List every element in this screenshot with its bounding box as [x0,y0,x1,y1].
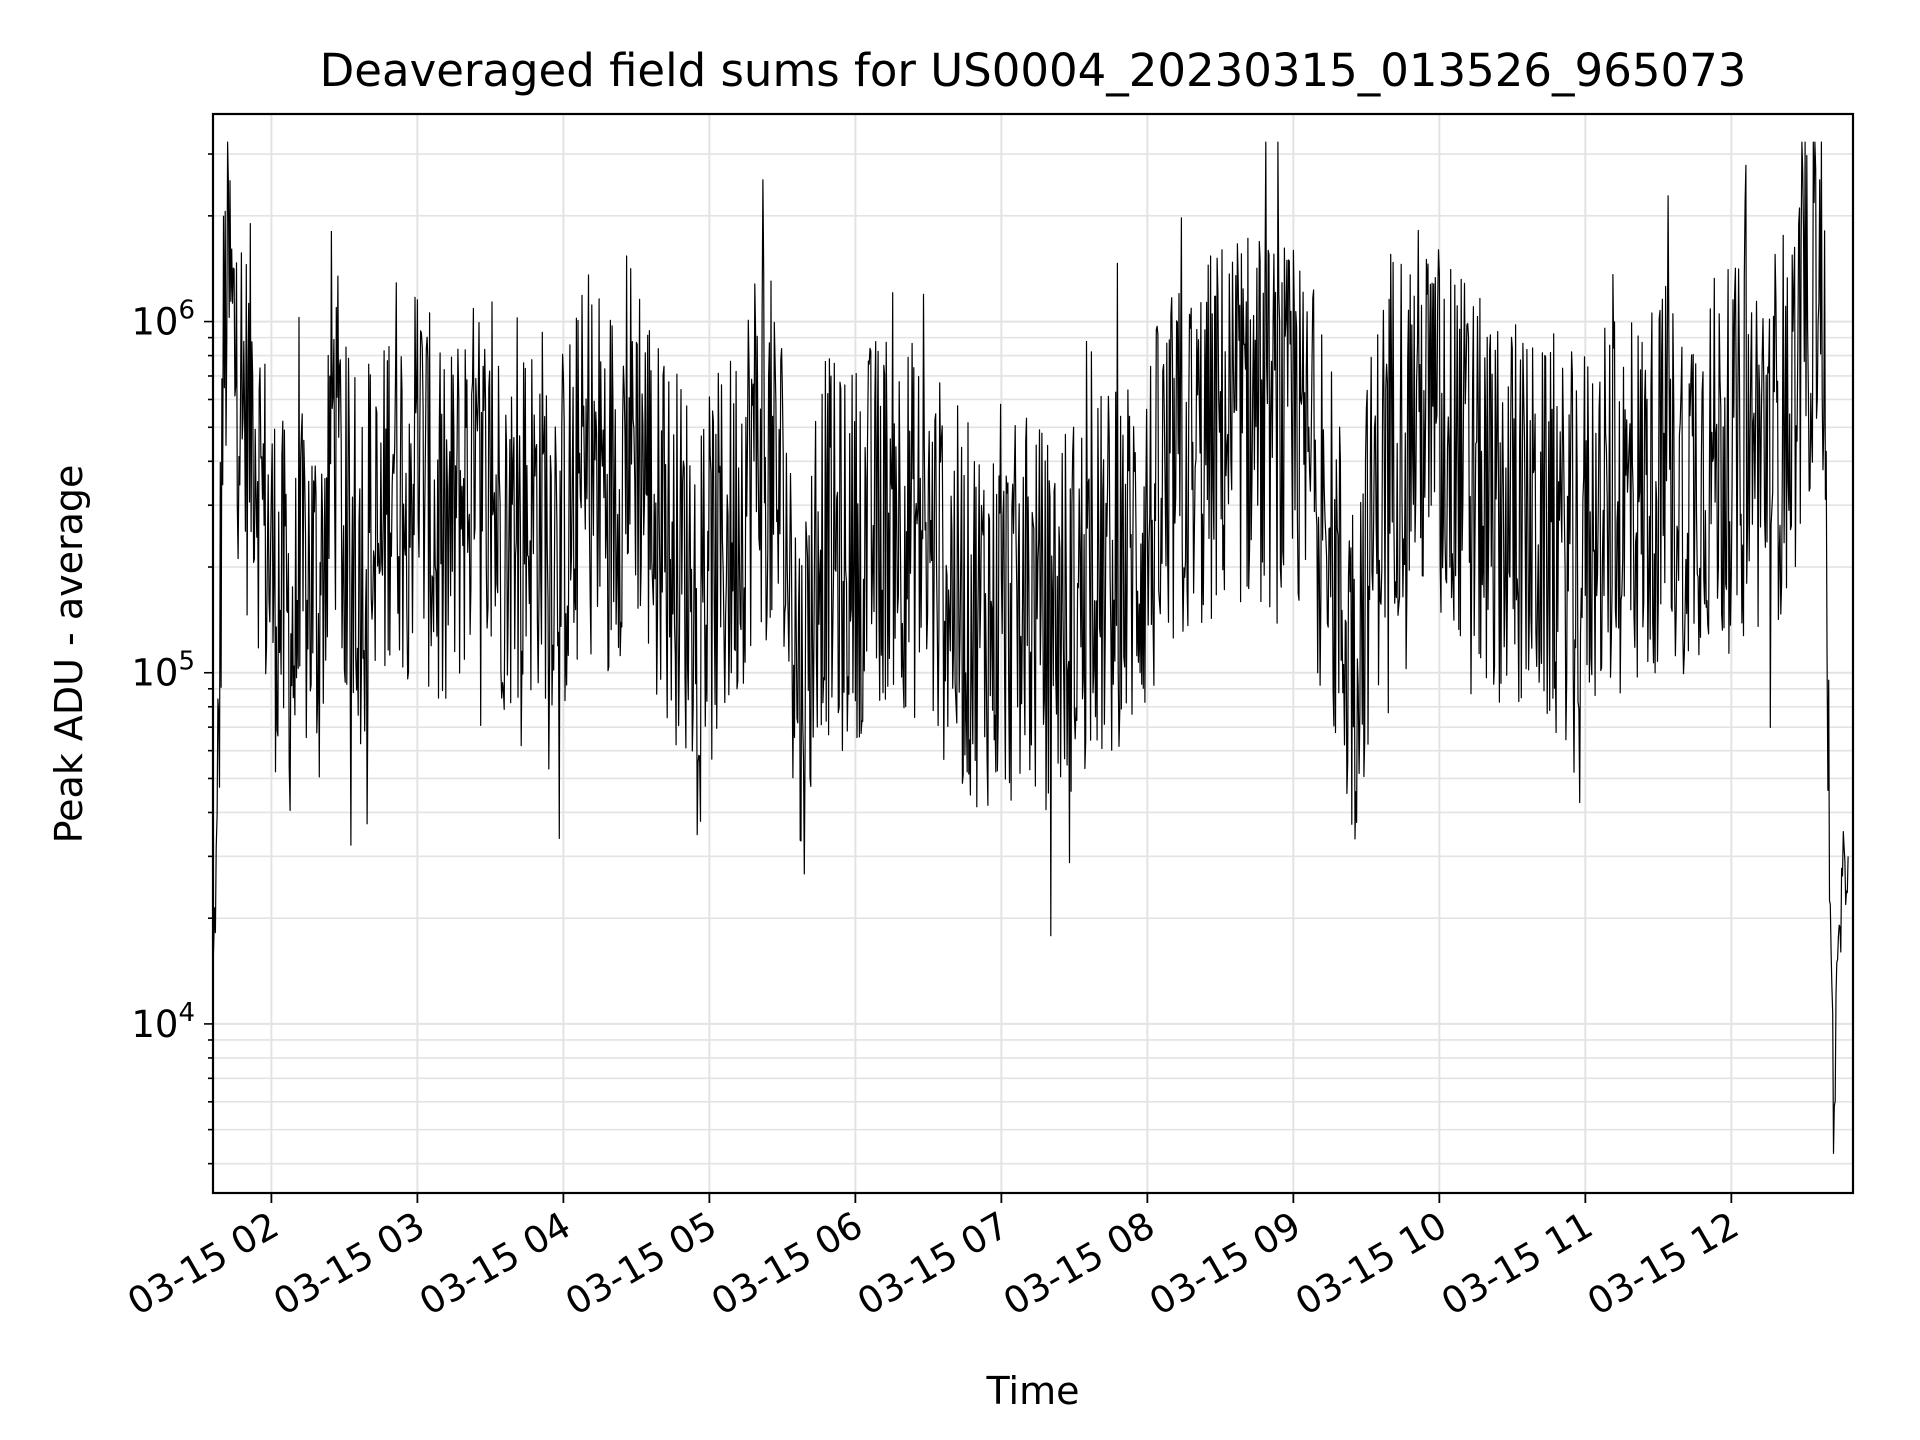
chart-title: Deaveraged field sums for US0004_2023031… [320,44,1747,97]
plot-frame [211,112,1855,1195]
y-tick-label: 106 [131,296,195,344]
y-tick-label: 104 [131,998,195,1046]
x-axis-label: Time [986,1369,1080,1413]
series-line [212,141,1849,1154]
y-tick-label: 105 [131,647,195,695]
y-axis-label: Peak ADU - average [47,465,91,844]
